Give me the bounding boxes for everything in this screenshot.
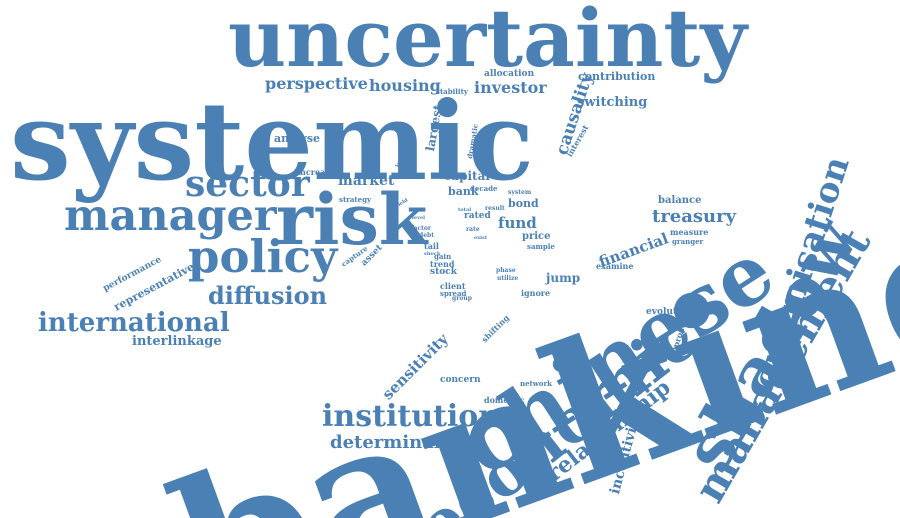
- word-treasury: treasury: [652, 206, 737, 227]
- word-tail: tail: [424, 241, 439, 251]
- word-level: level: [412, 215, 426, 221]
- word-strategy: strategy: [339, 195, 372, 204]
- word-spread: spread: [440, 289, 467, 298]
- word-increase: increase: [297, 167, 335, 177]
- word-systemic: systemic: [10, 79, 535, 205]
- word-factor: factor: [411, 225, 432, 232]
- word-determinant: determinant: [330, 432, 456, 453]
- word-price: price: [522, 231, 551, 242]
- word-bond: bond: [508, 197, 539, 210]
- word-sample: sample: [527, 242, 555, 251]
- word-policy: policy: [188, 230, 338, 283]
- word-exist: exist: [474, 235, 488, 241]
- word-fund: fund: [498, 214, 537, 232]
- word-switching: switching: [577, 95, 648, 110]
- word-system: system: [508, 189, 532, 196]
- word-contribution: contribution: [578, 70, 656, 83]
- word-balance: balance: [658, 195, 702, 206]
- word-examine: examine: [596, 261, 634, 271]
- word-allocation: allocation: [484, 69, 535, 79]
- word-representative: representative: [111, 260, 197, 314]
- word-client: client: [440, 281, 466, 291]
- word-ignore: ignore: [521, 288, 551, 298]
- word-interlinkage: interlinkage: [132, 334, 222, 349]
- word-sector: sector: [185, 163, 310, 205]
- word-decade: decade: [470, 184, 498, 193]
- word-stability: stability: [436, 87, 468, 96]
- word-evolution: evolution: [646, 307, 694, 317]
- word-institution: institution: [322, 399, 501, 434]
- word-result: result: [485, 205, 505, 212]
- word-capital: capital: [444, 169, 490, 183]
- word-phase: phase: [496, 267, 516, 274]
- word-jump: jump: [546, 271, 581, 285]
- word-housing: housing: [369, 76, 441, 95]
- word-risk: risk: [276, 178, 428, 261]
- word-total: total: [458, 207, 472, 213]
- word-concern: concern: [440, 375, 481, 385]
- word-debt: debt: [419, 232, 434, 239]
- word-perspective: perspective: [265, 74, 368, 93]
- word-rated: rated: [464, 211, 491, 221]
- word-granger: granger: [672, 237, 704, 246]
- word-rate: rate: [466, 226, 480, 233]
- word-domestic: domestic: [484, 395, 525, 405]
- word-trend: trend: [430, 259, 455, 269]
- word-manager: manager: [64, 191, 277, 241]
- word-measure: measure: [670, 227, 709, 237]
- word-shock: shock: [424, 251, 441, 257]
- word-group: group: [452, 295, 472, 302]
- word-investor: investor: [474, 78, 547, 97]
- word-network: network: [520, 379, 553, 388]
- word-stock: stock: [430, 267, 457, 277]
- word-diffusion: diffusion: [208, 281, 328, 310]
- word-market: market: [338, 173, 395, 189]
- word-analyse: analyse: [274, 132, 321, 145]
- word-international: international: [38, 308, 230, 338]
- word-utilize: utilize: [497, 275, 519, 282]
- word-bank: bank: [448, 185, 479, 198]
- word-uncertainty: uncertainty: [228, 0, 747, 85]
- word-gain: gain: [434, 252, 452, 261]
